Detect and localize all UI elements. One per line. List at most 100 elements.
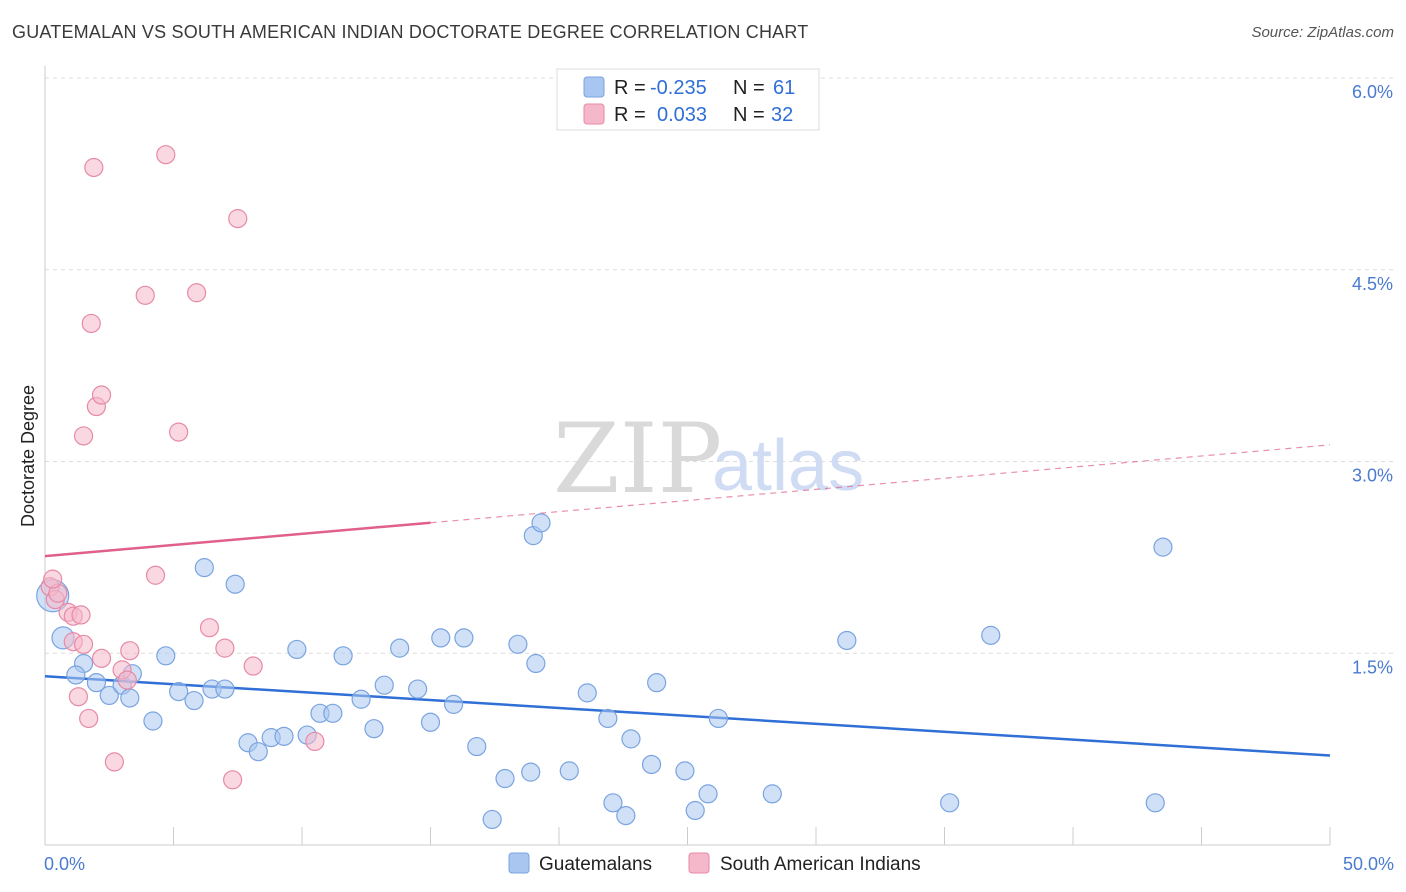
data-point bbox=[685, 800, 705, 821]
chart-title: GUATEMALAN VS SOUTH AMERICAN INDIAN DOCT… bbox=[12, 22, 809, 42]
axes bbox=[44, 66, 1331, 846]
data-point bbox=[135, 285, 155, 305]
data-point bbox=[274, 726, 294, 746]
legend-r-label: R = bbox=[614, 77, 646, 99]
legend-n-value: 61 bbox=[773, 77, 795, 99]
data-point bbox=[73, 426, 94, 446]
data-point bbox=[120, 688, 140, 708]
data-point bbox=[169, 681, 189, 702]
data-point bbox=[1145, 793, 1165, 813]
legend-swatch-south-american-indians bbox=[583, 103, 605, 125]
data-point bbox=[223, 770, 243, 790]
data-point bbox=[199, 618, 220, 638]
data-point bbox=[68, 687, 89, 707]
data-point bbox=[675, 761, 695, 781]
legend-swatch-guatemalans bbox=[583, 76, 605, 98]
watermark-atlas: atlas bbox=[712, 426, 864, 506]
data-point bbox=[145, 565, 166, 585]
data-point bbox=[305, 731, 325, 752]
data-point bbox=[444, 694, 464, 714]
legend-n-value: 32 bbox=[771, 104, 793, 126]
bottom-legend-swatch-guatemalans bbox=[508, 852, 530, 874]
data-point bbox=[603, 793, 623, 813]
data-point bbox=[559, 761, 579, 781]
data-point bbox=[598, 708, 618, 729]
y-tick-label: 1.5% bbox=[1352, 657, 1393, 677]
legend-n-label: N = bbox=[733, 77, 765, 99]
data-point bbox=[641, 754, 662, 775]
watermark-zip: ZIP bbox=[553, 403, 722, 515]
trend-line bbox=[44, 675, 1331, 757]
data-point bbox=[333, 646, 353, 666]
data-point bbox=[117, 670, 137, 690]
data-point bbox=[215, 679, 235, 699]
data-point bbox=[156, 145, 176, 165]
y-tick-label: 3.0% bbox=[1352, 466, 1393, 486]
data-point bbox=[187, 283, 207, 303]
gridlines bbox=[45, 77, 1394, 654]
data-point bbox=[86, 673, 107, 693]
source-label: Source: ZipAtlas.com bbox=[1251, 24, 1394, 41]
legend-r-label: R = bbox=[614, 104, 646, 126]
data-point bbox=[408, 679, 428, 699]
data-point bbox=[420, 712, 441, 732]
data-point bbox=[940, 793, 960, 813]
data-point bbox=[526, 653, 546, 674]
bottom-legend: Guatemalans South American Indians bbox=[508, 852, 921, 875]
watermark: ZIP atlas bbox=[553, 403, 864, 515]
data-point bbox=[143, 711, 163, 731]
data-point bbox=[43, 569, 63, 589]
data-point bbox=[351, 689, 371, 709]
bottom-legend-label-south-american-indians: South American Indians bbox=[720, 854, 921, 875]
trendlines bbox=[44, 444, 1331, 757]
data-point bbox=[73, 634, 94, 654]
data-point bbox=[156, 646, 176, 666]
data-point bbox=[248, 742, 268, 762]
data-point bbox=[215, 638, 235, 658]
data-point bbox=[84, 157, 104, 178]
data-point bbox=[364, 719, 384, 739]
data-point bbox=[228, 209, 248, 229]
data-point bbox=[431, 628, 451, 648]
data-point bbox=[467, 736, 487, 757]
y-axis-label: Doctorate Degree bbox=[18, 385, 38, 527]
x-tick-label-max: 50.0% bbox=[1343, 854, 1394, 874]
y-tick-labels: 1.5% 3.0% 4.5% 6.0% bbox=[1352, 82, 1393, 677]
data-point bbox=[184, 690, 204, 711]
data-point bbox=[287, 639, 307, 660]
data-point bbox=[120, 641, 140, 661]
data-point bbox=[647, 673, 667, 693]
data-point bbox=[71, 605, 91, 625]
data-point bbox=[454, 628, 474, 648]
legend-r-value: 0.033 bbox=[657, 104, 707, 126]
data-point bbox=[698, 784, 718, 804]
data-point bbox=[495, 768, 515, 789]
data-point bbox=[169, 422, 189, 442]
bottom-legend-swatch-south-american-indians bbox=[688, 852, 710, 874]
data-point bbox=[508, 634, 528, 654]
data-points bbox=[36, 145, 1173, 830]
data-point bbox=[79, 708, 99, 729]
data-point bbox=[621, 729, 641, 749]
legend-r-value: -0.235 bbox=[650, 77, 707, 99]
y-tick-label: 4.5% bbox=[1352, 274, 1393, 294]
trend-line-solid bbox=[44, 521, 431, 558]
data-point bbox=[762, 784, 782, 804]
data-point bbox=[374, 675, 394, 695]
data-point bbox=[194, 558, 214, 578]
data-point bbox=[482, 809, 502, 830]
data-point bbox=[81, 313, 101, 334]
data-point bbox=[390, 638, 410, 658]
data-point bbox=[66, 665, 86, 685]
data-point bbox=[99, 685, 119, 706]
data-point bbox=[91, 648, 112, 668]
data-point bbox=[708, 708, 728, 729]
data-point bbox=[521, 762, 541, 782]
data-point bbox=[1153, 537, 1173, 557]
bottom-legend-label-guatemalans: Guatemalans bbox=[539, 854, 652, 875]
data-point bbox=[981, 625, 1001, 645]
data-point bbox=[616, 805, 636, 826]
data-point bbox=[837, 630, 857, 651]
trend-line-dashed bbox=[430, 444, 1331, 524]
